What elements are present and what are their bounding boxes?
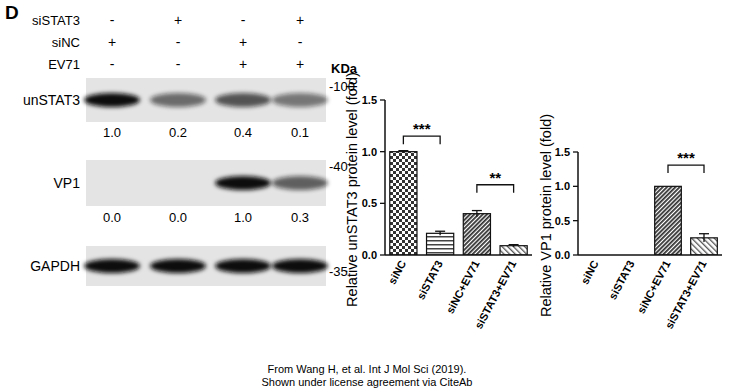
blot-band [150, 93, 206, 107]
blot-band [272, 176, 328, 190]
y-axis-label: Relative unSTAT3 protein level (fold) [344, 72, 360, 307]
error-cap [435, 231, 445, 232]
blot-band [272, 93, 328, 107]
plot-area [655, 186, 718, 255]
band-quant: 1.0 [103, 125, 121, 140]
condition-value: + [174, 12, 182, 28]
y-tick [573, 254, 578, 255]
x-axis [578, 254, 722, 256]
y-tick-label: 0.5 [555, 215, 570, 227]
significance-bracket [403, 136, 440, 144]
error-bar [509, 245, 519, 247]
x-tick-label: siNC+EV71 [635, 258, 673, 315]
significance-bracket [477, 185, 514, 193]
plot-area [390, 151, 527, 255]
x-axis [385, 254, 532, 256]
x-tick-label: siNC+EV71 [444, 258, 482, 315]
y-axis-label: Relative VP1 protein level (fold) [538, 114, 554, 317]
condition-value: + [296, 56, 304, 72]
error-bar [699, 234, 709, 242]
y-tick [380, 254, 385, 255]
x-tick-label: siSTAT3 [414, 258, 444, 301]
y-tick-label: 0.0 [555, 249, 570, 261]
error-cap [472, 210, 482, 211]
error-bar [435, 231, 445, 235]
band-quant: 0.1 [291, 125, 309, 140]
condition-value: + [239, 34, 247, 50]
condition-value: - [176, 34, 181, 50]
condition-value: - [298, 34, 303, 50]
caption: From Wang H, et al. Int J Mol Sci (2019)… [268, 363, 467, 375]
band-quant: 0.0 [169, 210, 187, 225]
condition-label: siSTAT3 [32, 13, 80, 28]
band-quant: 0.4 [234, 125, 252, 140]
caption: Shown under license agreement via CiteAb [262, 376, 473, 388]
bar [463, 214, 490, 255]
significance-bracket [668, 165, 704, 173]
x-tick-label: siSTAT3+EV71 [663, 258, 709, 330]
condition-value: + [296, 12, 304, 28]
condition-value: - [110, 12, 115, 28]
row-label: GAPDH [30, 258, 80, 274]
error-bar [398, 151, 408, 153]
blot-band [215, 259, 271, 273]
condition-value: + [239, 56, 247, 72]
y-axis [577, 152, 579, 255]
band-quant: 0.0 [103, 210, 121, 225]
condition-label: siNC [52, 35, 80, 50]
panel-label: D [5, 2, 19, 23]
error-cap [398, 150, 408, 151]
condition-value: + [108, 34, 116, 50]
condition-value: - [241, 12, 246, 28]
blot-band [215, 93, 271, 107]
error-cap [699, 233, 709, 234]
significance-label: *** [677, 149, 695, 166]
bar [427, 233, 454, 255]
band-quant: 1.0 [234, 210, 252, 225]
condition-value: - [110, 56, 115, 72]
significance-label: *** [413, 120, 431, 137]
y-tick [573, 186, 578, 187]
condition-label: EV71 [48, 57, 80, 72]
band-quant: 0.3 [291, 210, 309, 225]
x-tick-label: siNC [386, 258, 408, 286]
y-tick-label: 1.5 [555, 146, 570, 158]
y-tick [380, 99, 385, 100]
condition-value: - [176, 56, 181, 72]
blot-band [215, 176, 271, 190]
blot-band [150, 259, 206, 273]
y-tick [380, 151, 385, 152]
x-tick-label: siNC [578, 258, 600, 286]
y-axis [384, 100, 386, 255]
y-tick-label: 0.0 [362, 249, 377, 261]
band-quant: 0.2 [169, 125, 187, 140]
error-bar [472, 211, 482, 217]
y-tick [573, 220, 578, 221]
row-label: VP1 [54, 175, 81, 191]
blot-band [84, 93, 140, 107]
row-label: unSTAT3 [23, 92, 80, 108]
y-tick-label: 0.5 [362, 197, 377, 209]
error-stem [476, 211, 477, 217]
y-tick-label: 1.5 [362, 94, 377, 106]
x-tick-label: siSTAT3 [606, 258, 636, 301]
y-tick-label: 1.0 [555, 180, 570, 192]
bar [390, 152, 417, 255]
y-tick-label: 1.0 [362, 146, 377, 158]
y-tick [380, 203, 385, 204]
bar [500, 246, 527, 255]
significance-label: ** [489, 169, 501, 186]
error-stem [703, 234, 704, 242]
blot-band [84, 259, 140, 273]
x-tick-label: siSTAT3+EV71 [472, 258, 518, 330]
figure: DsiSTAT3-+-+siNC+-+-EV71--++KDaunSTAT3-1… [0, 0, 734, 391]
error-cap [509, 244, 519, 245]
bar [655, 186, 682, 255]
y-tick [573, 151, 578, 152]
blot-band [272, 259, 328, 273]
